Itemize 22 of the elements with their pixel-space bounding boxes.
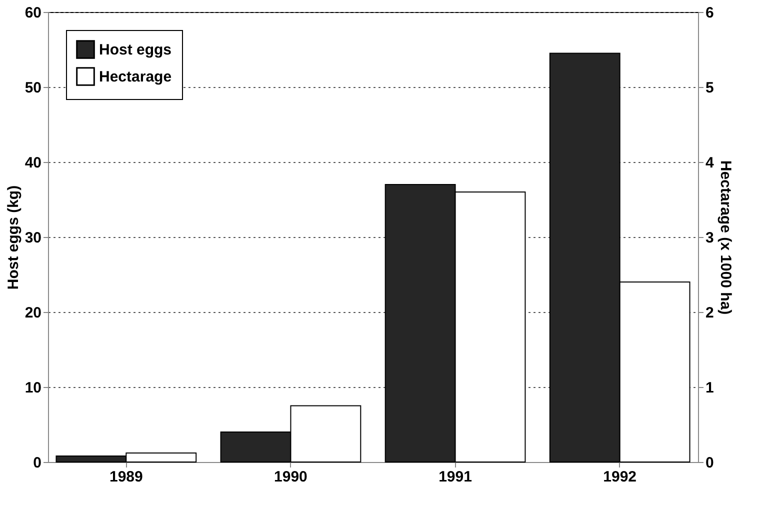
y2-tick-label: 0 [706, 454, 714, 472]
x-tick-label: 1991 [438, 468, 472, 486]
y2-tick-label: 5 [706, 80, 714, 96]
y2-tick-label: 6 [706, 4, 714, 22]
y2-tick-label: 1 [706, 380, 714, 396]
legend-label: Hectarage [99, 68, 172, 86]
y2-tick-label: 2 [706, 304, 714, 322]
y-tick-label: 0 [33, 454, 42, 472]
x-tick-label: 1992 [603, 468, 637, 486]
y-tick-label: 10 [24, 380, 42, 396]
y-tick-label: 60 [24, 4, 42, 22]
x-tick-label: 1989 [109, 468, 143, 486]
legend-label: Host eggs [99, 42, 172, 58]
y2-axis-title: Hectarage (x 1000 ha) [716, 160, 734, 315]
y-tick-label: 50 [24, 80, 42, 96]
x-tick-label: 1990 [274, 468, 308, 486]
y-tick-label: 40 [24, 154, 42, 172]
y2-tick-label: 4 [706, 154, 714, 172]
y-tick-label: 20 [24, 304, 42, 322]
y2-tick-label: 3 [706, 230, 714, 246]
y-axis-title: Host eggs (kg) [4, 185, 22, 290]
y-tick-label: 30 [24, 230, 42, 246]
